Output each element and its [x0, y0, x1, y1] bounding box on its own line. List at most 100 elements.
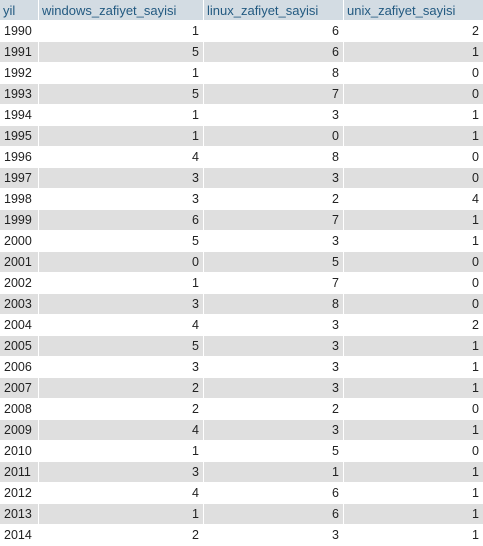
table-row[interactable]: 2006 3 3 1 [0, 357, 483, 377]
cell-linux-zafiyet-sayisi: 3 [204, 420, 343, 440]
cell-unix-zafiyet-sayisi: 1 [344, 105, 483, 125]
cell-windows-zafiyet-sayisi: 4 [39, 483, 203, 503]
cell-windows-zafiyet-sayisi: 1 [39, 105, 203, 125]
cell-linux-zafiyet-sayisi: 6 [204, 42, 343, 62]
table-row[interactable]: 1999 6 7 1 [0, 210, 483, 230]
cell-windows-zafiyet-sayisi: 5 [39, 84, 203, 104]
cell-yil: 2004 [0, 315, 38, 335]
cell-windows-zafiyet-sayisi: 3 [39, 189, 203, 209]
cell-linux-zafiyet-sayisi: 7 [204, 273, 343, 293]
table-row[interactable]: 2009 4 3 1 [0, 420, 483, 440]
table-row[interactable]: 1996 4 8 0 [0, 147, 483, 167]
cell-linux-zafiyet-sayisi: 0 [204, 126, 343, 146]
cell-windows-zafiyet-sayisi: 5 [39, 336, 203, 356]
cell-windows-zafiyet-sayisi: 1 [39, 273, 203, 293]
table-body: 1990 1 6 2 1991 5 6 1 1992 1 8 0 1993 5 7 0 1994 1 3 1 1995 1… [0, 21, 483, 545]
cell-windows-zafiyet-sayisi: 2 [39, 399, 203, 419]
column-header-linux-zafiyet-sayisi[interactable]: linux_zafiyet_sayisi [204, 0, 343, 20]
table-row[interactable]: 1994 1 3 1 [0, 105, 483, 125]
cell-unix-zafiyet-sayisi: 1 [344, 231, 483, 251]
cell-linux-zafiyet-sayisi: 2 [204, 189, 343, 209]
cell-windows-zafiyet-sayisi: 3 [39, 168, 203, 188]
column-header-windows-zafiyet-sayisi[interactable]: windows_zafiyet_sayisi [39, 0, 203, 20]
cell-windows-zafiyet-sayisi: 5 [39, 231, 203, 251]
cell-yil: 2003 [0, 294, 38, 314]
cell-unix-zafiyet-sayisi: 1 [344, 210, 483, 230]
cell-linux-zafiyet-sayisi: 7 [204, 84, 343, 104]
cell-linux-zafiyet-sayisi: 3 [204, 357, 343, 377]
cell-yil: 1997 [0, 168, 38, 188]
cell-unix-zafiyet-sayisi: 0 [344, 399, 483, 419]
table-row[interactable]: 1990 1 6 2 [0, 21, 483, 41]
table-row[interactable]: 1992 1 8 0 [0, 63, 483, 83]
cell-linux-zafiyet-sayisi: 6 [204, 483, 343, 503]
cell-windows-zafiyet-sayisi: 2 [39, 525, 203, 545]
cell-windows-zafiyet-sayisi: 1 [39, 63, 203, 83]
cell-unix-zafiyet-sayisi: 1 [344, 42, 483, 62]
cell-unix-zafiyet-sayisi: 0 [344, 147, 483, 167]
cell-unix-zafiyet-sayisi: 1 [344, 504, 483, 524]
cell-linux-zafiyet-sayisi: 3 [204, 105, 343, 125]
table-row[interactable]: 2005 5 3 1 [0, 336, 483, 356]
cell-unix-zafiyet-sayisi: 0 [344, 84, 483, 104]
cell-yil: 2010 [0, 441, 38, 461]
cell-windows-zafiyet-sayisi: 1 [39, 504, 203, 524]
cell-linux-zafiyet-sayisi: 8 [204, 147, 343, 167]
cell-linux-zafiyet-sayisi: 2 [204, 399, 343, 419]
cell-yil: 2013 [0, 504, 38, 524]
cell-linux-zafiyet-sayisi: 6 [204, 21, 343, 41]
cell-windows-zafiyet-sayisi: 1 [39, 21, 203, 41]
cell-unix-zafiyet-sayisi: 1 [344, 462, 483, 482]
cell-yil: 1994 [0, 105, 38, 125]
cell-unix-zafiyet-sayisi: 1 [344, 378, 483, 398]
cell-linux-zafiyet-sayisi: 8 [204, 294, 343, 314]
table-row[interactable]: 2002 1 7 0 [0, 273, 483, 293]
table-row[interactable]: 1997 3 3 0 [0, 168, 483, 188]
cell-yil: 2001 [0, 252, 38, 272]
cell-linux-zafiyet-sayisi: 7 [204, 210, 343, 230]
cell-windows-zafiyet-sayisi: 4 [39, 147, 203, 167]
cell-unix-zafiyet-sayisi: 1 [344, 126, 483, 146]
cell-yil: 1995 [0, 126, 38, 146]
cell-yil: 1992 [0, 63, 38, 83]
table-row[interactable]: 2000 5 3 1 [0, 231, 483, 251]
cell-linux-zafiyet-sayisi: 3 [204, 525, 343, 545]
cell-windows-zafiyet-sayisi: 3 [39, 357, 203, 377]
table-row[interactable]: 2014 2 3 1 [0, 525, 483, 545]
cell-unix-zafiyet-sayisi: 1 [344, 525, 483, 545]
cell-linux-zafiyet-sayisi: 3 [204, 336, 343, 356]
table-row[interactable]: 1998 3 2 4 [0, 189, 483, 209]
table-row[interactable]: 2011 3 1 1 [0, 462, 483, 482]
table-row[interactable]: 1995 1 0 1 [0, 126, 483, 146]
cell-windows-zafiyet-sayisi: 3 [39, 294, 203, 314]
cell-unix-zafiyet-sayisi: 1 [344, 420, 483, 440]
table-row[interactable]: 2004 4 3 2 [0, 315, 483, 335]
cell-windows-zafiyet-sayisi: 4 [39, 315, 203, 335]
cell-windows-zafiyet-sayisi: 6 [39, 210, 203, 230]
table-row[interactable]: 2013 1 6 1 [0, 504, 483, 524]
table-row[interactable]: 1991 5 6 1 [0, 42, 483, 62]
table-row[interactable]: 2012 4 6 1 [0, 483, 483, 503]
cell-yil: 2011 [0, 462, 38, 482]
cell-yil: 2009 [0, 420, 38, 440]
table-row[interactable]: 2007 2 3 1 [0, 378, 483, 398]
column-header-unix-zafiyet-sayisi[interactable]: unix_zafiyet_sayisi [344, 0, 483, 20]
table-row[interactable]: 2010 1 5 0 [0, 441, 483, 461]
cell-yil: 2005 [0, 336, 38, 356]
cell-unix-zafiyet-sayisi: 0 [344, 168, 483, 188]
table-row[interactable]: 2001 0 5 0 [0, 252, 483, 272]
cell-unix-zafiyet-sayisi: 0 [344, 273, 483, 293]
cell-windows-zafiyet-sayisi: 5 [39, 42, 203, 62]
cell-linux-zafiyet-sayisi: 5 [204, 441, 343, 461]
table-row[interactable]: 1993 5 7 0 [0, 84, 483, 104]
table-row[interactable]: 2008 2 2 0 [0, 399, 483, 419]
cell-yil: 1999 [0, 210, 38, 230]
cell-unix-zafiyet-sayisi: 1 [344, 357, 483, 377]
cell-yil: 2000 [0, 231, 38, 251]
column-header-yil[interactable]: yil [0, 0, 38, 20]
cell-yil: 2002 [0, 273, 38, 293]
table-row[interactable]: 2003 3 8 0 [0, 294, 483, 314]
cell-windows-zafiyet-sayisi: 3 [39, 462, 203, 482]
cell-unix-zafiyet-sayisi: 2 [344, 315, 483, 335]
